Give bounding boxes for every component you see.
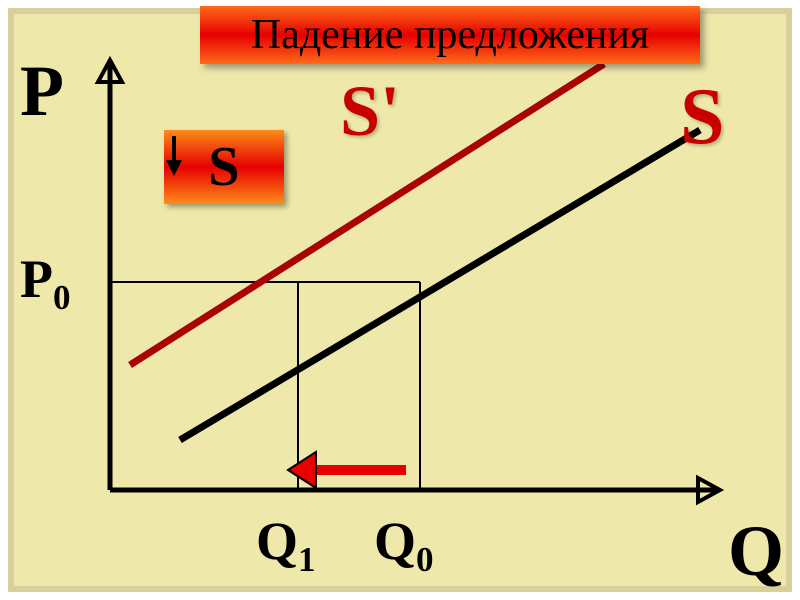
- legend-letter: S: [208, 135, 239, 199]
- axis-label-q1: Q1: [256, 510, 316, 580]
- label-text: P: [20, 249, 53, 309]
- label-text: P: [20, 51, 64, 131]
- down-arrow-icon: [164, 130, 184, 178]
- label-text: S: [680, 73, 725, 161]
- label-text: S': [340, 71, 400, 151]
- label-text: Q: [728, 511, 784, 591]
- label-sub: 1: [298, 540, 316, 579]
- shift-arrow-head: [288, 452, 316, 488]
- curve-label-s: S: [680, 72, 725, 163]
- axis-label-p0: P0: [20, 248, 71, 318]
- label-sub: 0: [53, 278, 71, 317]
- chart-title: Падение предложения: [200, 6, 700, 64]
- curve-label-s-prime: S': [340, 70, 400, 153]
- label-text: Q: [256, 511, 298, 571]
- title-text: Падение предложения: [251, 11, 649, 59]
- label-sub: 0: [416, 540, 434, 579]
- axis-label-q: Q: [728, 510, 784, 593]
- label-text: Q: [374, 511, 416, 571]
- legend-box: S: [164, 130, 284, 204]
- axis-label-p: P: [20, 50, 64, 133]
- chart-canvas: P Q P0 Q0 Q1 S S' Падение предложения S: [0, 0, 800, 600]
- axis-label-q0: Q0: [374, 510, 434, 580]
